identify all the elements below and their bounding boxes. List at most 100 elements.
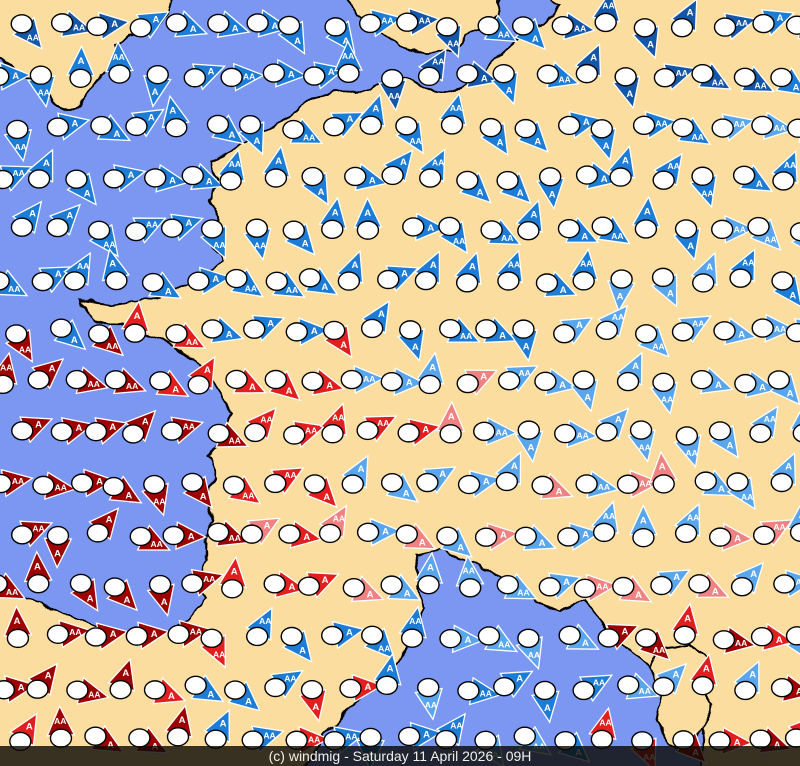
svg-text:A: A bbox=[406, 378, 413, 389]
svg-text:A: A bbox=[500, 530, 507, 541]
svg-text:A: A bbox=[581, 231, 588, 242]
svg-text:AA: AA bbox=[73, 23, 85, 33]
svg-text:A: A bbox=[544, 703, 551, 714]
svg-text:AA: AA bbox=[284, 674, 296, 684]
svg-text:A: A bbox=[777, 13, 784, 24]
svg-text:A: A bbox=[110, 629, 117, 640]
svg-text:A: A bbox=[644, 207, 651, 218]
svg-text:AA: AA bbox=[764, 414, 776, 424]
svg-text:AA: AA bbox=[8, 284, 20, 294]
svg-text:A: A bbox=[785, 462, 792, 473]
svg-text:A: A bbox=[517, 188, 524, 199]
svg-text:A: A bbox=[684, 613, 691, 624]
svg-text:A: A bbox=[326, 381, 333, 392]
svg-text:A: A bbox=[148, 112, 155, 123]
svg-text:A: A bbox=[322, 575, 329, 586]
svg-text:AA: AA bbox=[12, 476, 24, 486]
svg-text:AA: AA bbox=[773, 522, 785, 532]
svg-text:A: A bbox=[640, 515, 647, 526]
svg-text:AA: AA bbox=[13, 168, 25, 178]
svg-text:A: A bbox=[506, 85, 513, 96]
svg-text:AA: AA bbox=[685, 448, 697, 458]
svg-text:A: A bbox=[228, 130, 235, 141]
svg-text:A: A bbox=[72, 118, 79, 129]
svg-text:A: A bbox=[207, 689, 214, 700]
svg-text:A: A bbox=[419, 537, 426, 548]
svg-text:A: A bbox=[465, 635, 472, 646]
svg-text:AA: AA bbox=[190, 627, 202, 637]
svg-text:A: A bbox=[179, 715, 186, 726]
svg-text:AA: AA bbox=[0, 362, 12, 372]
svg-text:A: A bbox=[412, 342, 419, 353]
svg-text:A: A bbox=[647, 40, 654, 51]
svg-text:A: A bbox=[340, 340, 347, 351]
svg-text:AA: AA bbox=[254, 241, 266, 251]
svg-text:AA: AA bbox=[639, 442, 651, 452]
svg-text:A: A bbox=[128, 170, 135, 181]
svg-text:A: A bbox=[106, 515, 113, 526]
svg-text:A: A bbox=[439, 469, 446, 480]
svg-text:AA: AA bbox=[598, 482, 610, 492]
svg-text:A: A bbox=[109, 259, 116, 270]
svg-text:AA: AA bbox=[77, 261, 89, 271]
svg-text:A: A bbox=[667, 288, 674, 299]
svg-text:AA: AA bbox=[229, 159, 241, 169]
svg-text:A: A bbox=[365, 682, 372, 693]
svg-text:AA: AA bbox=[146, 220, 158, 230]
svg-text:A: A bbox=[71, 335, 78, 346]
svg-text:A: A bbox=[556, 487, 563, 498]
svg-text:A: A bbox=[267, 318, 274, 329]
svg-text:A: A bbox=[516, 673, 523, 684]
svg-text:AA: AA bbox=[113, 52, 125, 62]
svg-text:A: A bbox=[78, 56, 85, 67]
svg-text:AA: AA bbox=[229, 533, 241, 543]
svg-text:A: A bbox=[204, 365, 211, 376]
svg-text:AA: AA bbox=[308, 735, 320, 745]
svg-text:AA: AA bbox=[653, 645, 665, 655]
svg-text:A: A bbox=[49, 364, 56, 375]
svg-text:A: A bbox=[288, 70, 295, 81]
svg-text:A: A bbox=[715, 380, 722, 391]
svg-text:A: A bbox=[617, 292, 624, 303]
svg-text:AA: AA bbox=[577, 430, 589, 440]
svg-text:AA: AA bbox=[652, 341, 664, 351]
svg-text:AA: AA bbox=[774, 123, 786, 133]
svg-text:AA: AA bbox=[126, 381, 138, 391]
svg-text:AA: AA bbox=[106, 341, 118, 351]
svg-text:A: A bbox=[659, 462, 666, 473]
svg-text:AA: AA bbox=[528, 650, 540, 660]
svg-text:A: A bbox=[387, 663, 394, 674]
svg-text:AA: AA bbox=[259, 616, 271, 626]
svg-text:A: A bbox=[590, 53, 597, 64]
svg-text:A: A bbox=[404, 588, 411, 599]
svg-text:AA: AA bbox=[286, 285, 298, 295]
svg-text:AA: AA bbox=[742, 258, 754, 268]
svg-text:AA: AA bbox=[574, 23, 586, 33]
svg-text:A: A bbox=[672, 669, 679, 680]
svg-text:AA: AA bbox=[639, 686, 651, 696]
svg-text:AA: AA bbox=[498, 640, 510, 650]
svg-text:A: A bbox=[759, 382, 766, 393]
svg-text:A: A bbox=[511, 461, 518, 472]
svg-text:A: A bbox=[303, 532, 310, 543]
svg-text:AA: AA bbox=[332, 412, 344, 422]
svg-text:AA: AA bbox=[668, 161, 680, 171]
svg-text:AA: AA bbox=[345, 732, 357, 742]
svg-text:AA: AA bbox=[150, 539, 162, 549]
svg-text:A: A bbox=[738, 329, 745, 340]
svg-text:A: A bbox=[430, 260, 437, 271]
svg-text:A: A bbox=[311, 326, 318, 337]
svg-text:AA: AA bbox=[661, 395, 673, 405]
svg-text:A: A bbox=[703, 664, 710, 675]
svg-text:A: A bbox=[576, 320, 583, 331]
svg-text:AA: AA bbox=[6, 587, 18, 597]
svg-text:AA: AA bbox=[303, 132, 315, 142]
svg-text:A: A bbox=[161, 597, 168, 608]
svg-text:AA: AA bbox=[69, 627, 81, 637]
svg-text:A: A bbox=[168, 691, 175, 702]
svg-text:A: A bbox=[54, 548, 61, 559]
svg-text:A: A bbox=[142, 416, 149, 427]
svg-text:A: A bbox=[539, 538, 546, 549]
svg-text:A: A bbox=[12, 71, 19, 82]
svg-text:A: A bbox=[35, 420, 42, 431]
